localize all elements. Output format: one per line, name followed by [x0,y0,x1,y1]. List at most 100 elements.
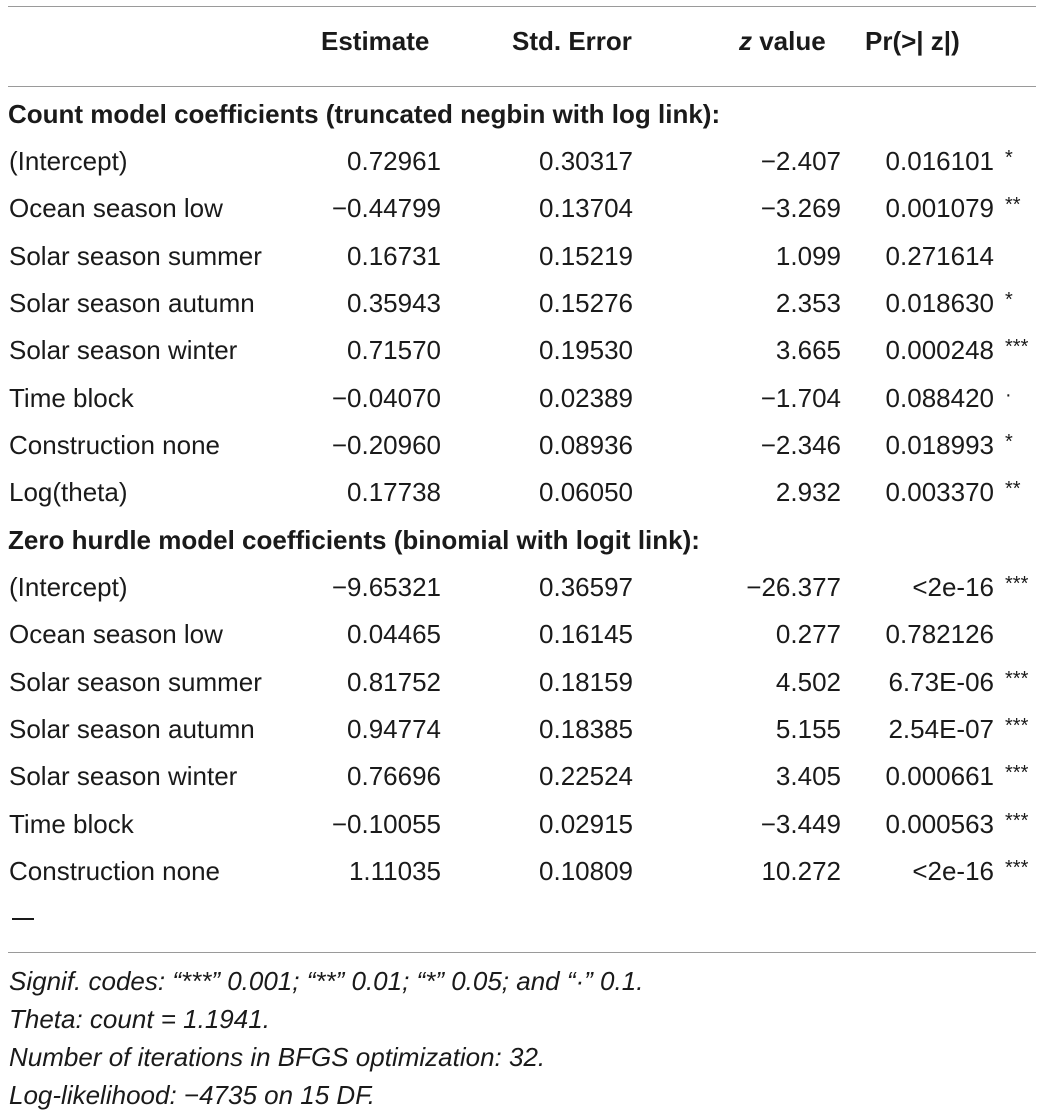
signif-code-cell: *** [1005,573,1029,595]
notes-rule [8,952,1036,953]
z-value-cell: 5.155 [775,713,841,744]
p-value-cell: 0.001079 [885,193,994,224]
top-rule [8,6,1036,7]
estimate-cell: 1.11035 [348,855,441,886]
row-label: Solar season autumn [9,287,255,318]
z-value-cell: 10.272 [761,855,841,886]
signif-code-cell: * [1005,288,1013,311]
std-error-cell: 0.10809 [539,855,633,886]
table-row: Log(theta) 0.17738 0.06050 2.932 0.003370 ** [0,469,1043,516]
std-error-cell: 0.06050 [539,477,633,508]
p-value-cell: <2e-16 [912,572,994,602]
p-value-cell: 0.088420 [885,382,994,413]
signif-code-cell: *** [1005,856,1029,879]
row-label: Solar season winter [9,761,238,792]
row-label: Solar season summer [9,240,262,271]
estimate-cell: 0.76696 [347,761,441,792]
std-error-cell: 0.02389 [539,382,633,413]
std-error-cell: 0.22524 [539,761,633,792]
estimate-cell: 0.71570 [347,335,441,366]
table-row: Solar season autumn 0.94774 0.18385 5.155 2.… [0,706,1043,753]
std-error-cell: 0.30317 [539,146,633,176]
std-error-cell: 0.18159 [539,666,633,697]
estimate-cell: 0.72961 [347,146,441,176]
std-error-cell: 0.18385 [539,713,633,744]
p-value-cell: 0.271614 [885,240,994,271]
std-error-cell: 0.15276 [539,287,633,318]
z-value-cell: 2.353 [775,287,841,318]
header-estimate: Estimate [321,26,430,56]
z-value-cell: −3.449 [760,808,841,839]
table-row: Time block −0.04070 0.02389 −1.704 0.088420 · [0,375,1043,422]
std-error-cell: 0.15219 [539,240,633,271]
z-value-cell: −3.269 [760,193,841,224]
estimate-cell: −0.04070 [331,382,441,413]
p-value-cell: 0.018630 [885,287,994,318]
section-title: Count model coefficients (truncated negb… [8,99,721,129]
z-value-cell: 3.405 [775,761,841,792]
z-value-cell: −2.346 [760,429,841,460]
z-value-cell: −26.377 [746,572,841,602]
z-value-cell: 2.932 [775,477,841,508]
std-error-cell: 0.08936 [539,429,633,460]
signif-code-cell: ** [1005,194,1021,217]
table-row: Ocean season low 0.04465 0.16145 0.277 0.782… [0,611,1043,658]
row-label: Solar season winter [9,335,238,366]
z-value-cell: −2.407 [760,146,841,176]
signif-code-cell: · [1005,383,1012,406]
std-error-cell: 0.02915 [539,808,633,839]
note-log-likelihood: Log-likelihood: −4735 on 15 DF. [9,1080,375,1110]
table-row: (Intercept) −9.65321 0.36597 −26.377 <2e-16 *… [0,564,1043,611]
p-value-cell: <2e-16 [912,855,994,886]
section-title: Zero hurdle model coefficients (binomial… [8,525,700,555]
header-z-value-italic: z [739,26,752,56]
p-value-cell: 0.000563 [885,808,994,839]
estimate-cell: 0.94774 [347,713,441,744]
row-label: Time block [9,382,134,413]
estimate-cell: 0.35943 [347,287,441,318]
p-value-cell: 0.003370 [885,477,994,508]
table-row: Time block −0.10055 0.02915 −3.449 0.000563 *… [0,801,1043,848]
signif-code-cell: *** [1005,336,1029,359]
estimate-cell: −0.10055 [331,808,441,839]
row-label: Solar season summer [9,666,262,697]
header-z-value: z value [739,22,826,60]
header-pr: Pr(>| z|) [865,26,960,56]
table-row: Construction none −0.20960 0.08936 −2.346 0.… [0,422,1043,469]
table-row: Solar season summer 0.81752 0.18159 4.502 6.… [0,659,1043,706]
signif-code-cell: ** [1005,478,1021,501]
row-label: (Intercept) [9,146,128,176]
z-value-cell: 3.665 [775,335,841,366]
signif-code-cell: *** [1005,762,1029,785]
row-label: (Intercept) [9,572,128,602]
signif-code-cell: *** [1005,714,1029,737]
std-error-cell: 0.36597 [539,572,633,602]
table-row: Solar season winter 0.76696 0.22524 3.405 0.… [0,753,1043,800]
header-std-error: Std. Error [512,26,632,56]
estimate-cell: −9.65321 [331,572,441,602]
z-value-cell: −1.704 [760,382,841,413]
table-row: Ocean season low −0.44799 0.13704 −3.269 0.0… [0,185,1043,232]
row-label: Ocean season low [9,619,223,650]
estimate-cell: −0.44799 [331,193,441,224]
estimate-cell: 0.81752 [347,666,441,697]
std-error-cell: 0.16145 [539,619,633,650]
z-value-cell: 4.502 [775,666,841,697]
p-value-cell: 0.016101 [885,146,994,176]
p-value-cell: 6.73E-06 [888,666,994,697]
row-label: Construction none [9,429,221,460]
table-notes: Signif. codes: “***” 0.001; “**” 0.01; “… [9,962,643,1114]
signif-code-cell: *** [1005,667,1029,690]
row-label: Solar season autumn [9,713,255,744]
row-label: Ocean season low [9,193,223,224]
row-label: Time block [9,808,134,839]
z-value-cell: 1.099 [775,240,841,271]
table-row: Solar season autumn 0.35943 0.15276 2.353 0.… [0,280,1043,327]
p-value-cell: 0.018993 [885,429,994,460]
header-rule [8,86,1036,87]
table-row: (Intercept) 0.72961 0.30317 −2.407 0.016101 * [0,138,1043,185]
estimate-cell: 0.04465 [347,619,441,650]
estimate-cell: 0.17738 [347,477,441,508]
estimate-cell: −0.20960 [331,429,441,460]
note-theta: Theta: count = 1.1941. [9,1004,270,1034]
